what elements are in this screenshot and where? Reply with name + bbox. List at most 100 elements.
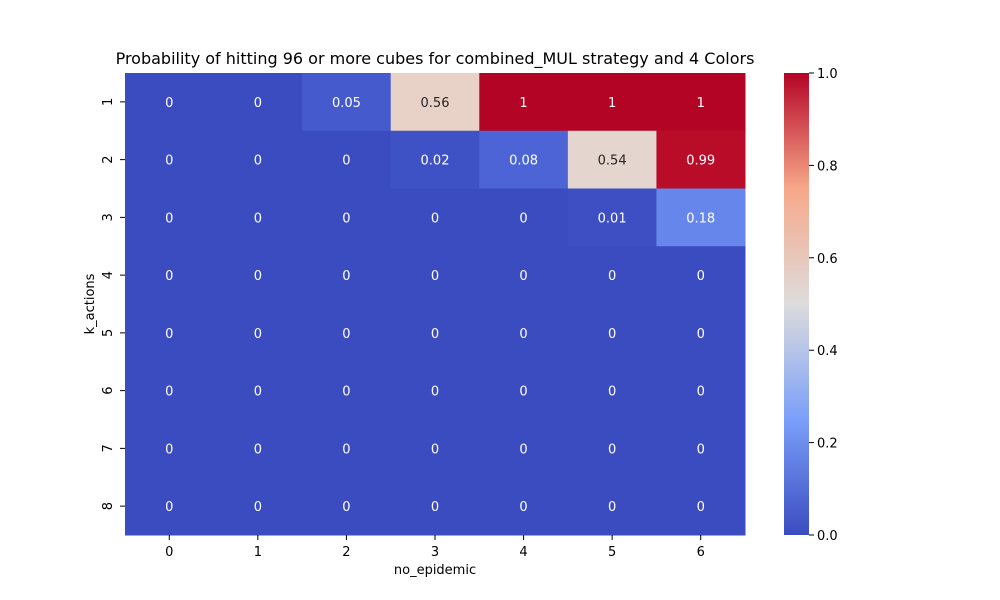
cell-value-label: 0 — [165, 442, 173, 457]
colorbar-tick-label: 0.4 — [817, 344, 838, 359]
cell-value-label: 0 — [165, 385, 173, 400]
heatmap-cell — [479, 304, 569, 363]
heatmap-cell — [213, 304, 303, 363]
cell-value-label: 0 — [254, 154, 262, 169]
heatmap-cell — [302, 130, 392, 189]
colorbar-tick-label: 0.2 — [817, 437, 838, 452]
heatmap-cell — [302, 246, 392, 305]
heatmap-cell — [125, 304, 215, 363]
cell-value-label: 0 — [342, 500, 350, 515]
y-tick-label: 8 — [101, 502, 116, 510]
colorbar-tick-label: 1.0 — [817, 67, 838, 82]
cell-value-label: 0.18 — [686, 211, 715, 226]
heatmap-cell — [567, 246, 657, 305]
heatmap-cell — [302, 304, 392, 363]
cell-value-label: 0 — [608, 442, 616, 457]
cell-value-label: 0 — [608, 500, 616, 515]
cell-value-label: 0 — [254, 211, 262, 226]
cell-value-label: 0 — [165, 211, 173, 226]
heatmap-cell — [656, 73, 746, 132]
heatmap-cell — [567, 361, 657, 420]
heatmap-cell — [567, 419, 657, 478]
cell-value-label: 0 — [608, 385, 616, 400]
cell-value-label: 0.54 — [598, 154, 627, 169]
heatmap-cell — [302, 361, 392, 420]
cell-value-label: 0 — [431, 327, 439, 342]
cell-value-label: 0 — [697, 327, 705, 342]
cell-value-label: 0 — [519, 269, 527, 284]
cell-value-label: 0 — [697, 442, 705, 457]
heatmap-cell — [656, 246, 746, 305]
heatmap-cell — [125, 477, 215, 536]
heatmap-cell — [390, 419, 480, 478]
cell-value-label: 0 — [342, 327, 350, 342]
x-tick-label: 2 — [342, 545, 350, 560]
heatmap-cell — [213, 419, 303, 478]
heatmap-cell — [479, 130, 569, 189]
cell-value-label: 0 — [697, 385, 705, 400]
heatmap-cell — [302, 188, 392, 247]
heatmap-cell — [479, 419, 569, 478]
cell-value-label: 0 — [608, 269, 616, 284]
cell-value-label: 1 — [519, 96, 527, 111]
heatmap-cell — [302, 477, 392, 536]
colorbar-tick-label: 0.8 — [817, 159, 838, 174]
heatmap-cell — [656, 304, 746, 363]
heatmap-cell — [125, 73, 215, 132]
cell-value-label: 0.99 — [686, 154, 715, 169]
heatmap-cell — [479, 188, 569, 247]
cell-value-label: 0 — [342, 211, 350, 226]
y-tick-label: 3 — [101, 213, 116, 221]
heatmap-cell — [567, 477, 657, 536]
cell-value-label: 1 — [608, 96, 616, 111]
heatmap-cell — [656, 419, 746, 478]
heatmap-cell — [656, 361, 746, 420]
heatmap-cell — [390, 73, 480, 132]
y-axis-label: k_actions — [83, 273, 98, 334]
cell-value-label: 0 — [254, 327, 262, 342]
x-tick-label: 6 — [697, 545, 705, 560]
heatmap-cell — [567, 130, 657, 189]
cell-value-label: 0 — [519, 211, 527, 226]
heatmap-cell — [479, 361, 569, 420]
cell-value-label: 0.01 — [598, 211, 627, 226]
y-axis-ticks: 1 2 3 4 5 6 7 8 — [101, 98, 125, 510]
x-tick-label: 5 — [608, 545, 616, 560]
heatmap-cell — [213, 361, 303, 420]
cell-value-label: 0 — [342, 442, 350, 457]
cell-value-label: 1 — [697, 96, 705, 111]
chart-title: Probability of hitting 96 or more cubes … — [116, 49, 755, 69]
heatmap-cell — [390, 188, 480, 247]
heatmap-cell — [390, 246, 480, 305]
y-tick-label: 4 — [101, 271, 116, 279]
heatmap-cell — [567, 188, 657, 247]
heatmap-cell — [125, 188, 215, 247]
heatmap-cell — [390, 130, 480, 189]
cell-value-label: 0 — [431, 500, 439, 515]
cell-value-label: 0 — [254, 442, 262, 457]
heatmap-cell — [479, 477, 569, 536]
heatmap-cell — [213, 130, 303, 189]
y-tick-label: 2 — [101, 155, 116, 163]
cell-value-label: 0 — [342, 269, 350, 284]
y-tick-label: 1 — [101, 98, 116, 106]
heatmap-cell — [213, 246, 303, 305]
cell-value-label: 0 — [519, 500, 527, 515]
heatmap-cell — [567, 304, 657, 363]
heatmap-cell — [302, 419, 392, 478]
x-tick-label: 4 — [519, 545, 527, 560]
cell-value-label: 0 — [165, 154, 173, 169]
cell-value-label: 0 — [165, 269, 173, 284]
heatmap-cell — [125, 419, 215, 478]
cell-value-label: 0.08 — [509, 154, 538, 169]
cell-value-label: 0 — [697, 269, 705, 284]
heatmap-cell — [479, 246, 569, 305]
x-axis-ticks: 0 1 2 3 4 5 6 — [165, 535, 705, 560]
heatmap-cell — [125, 246, 215, 305]
x-tick-label: 0 — [165, 545, 173, 560]
y-tick-label: 5 — [101, 329, 116, 337]
cell-value-label: 0 — [608, 327, 616, 342]
cell-value-label: 0.56 — [421, 96, 450, 111]
y-tick-label: 6 — [101, 386, 116, 394]
heatmap-cell — [302, 73, 392, 132]
